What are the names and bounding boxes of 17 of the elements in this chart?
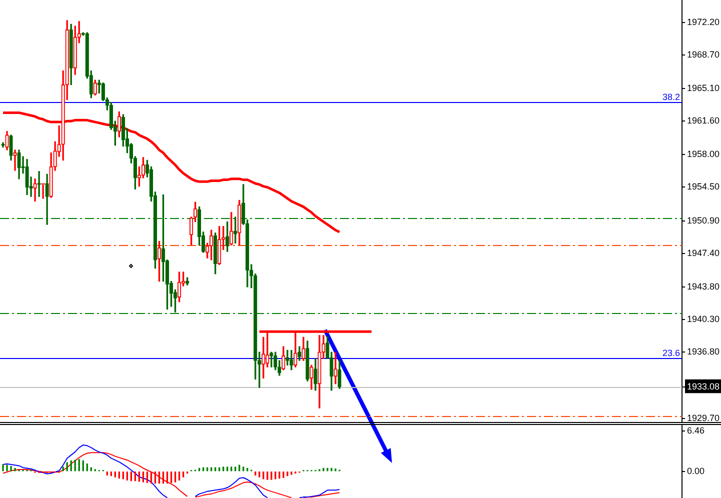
y-tick-label: 1958.00 xyxy=(687,149,720,160)
y-tick-label: 1929.70 xyxy=(687,412,720,423)
y-tick-label: 1933.08 xyxy=(687,381,720,392)
y-tick-label: 1940.30 xyxy=(687,314,720,324)
y-tick-label: 1947.40 xyxy=(687,248,720,258)
y-tick-label: 0.00 xyxy=(687,466,705,476)
y-tick-label: 1961.60 xyxy=(687,116,720,126)
y-tick-label: 1943.80 xyxy=(687,281,720,292)
y-tick-label: 1950.90 xyxy=(687,215,720,226)
y-tick-label: 6.46 xyxy=(687,425,705,436)
annotation: 38.2 xyxy=(662,92,680,102)
y-tick-label: 1968.70 xyxy=(687,49,720,60)
y-tick-label: 1965.10 xyxy=(687,82,720,93)
y-tick-label: 1954.50 xyxy=(687,182,720,192)
y-tick-label: 1972.20 xyxy=(687,16,720,27)
annotation: 23.6 xyxy=(662,348,680,358)
y-tick-label: 1936.80 xyxy=(687,346,720,357)
